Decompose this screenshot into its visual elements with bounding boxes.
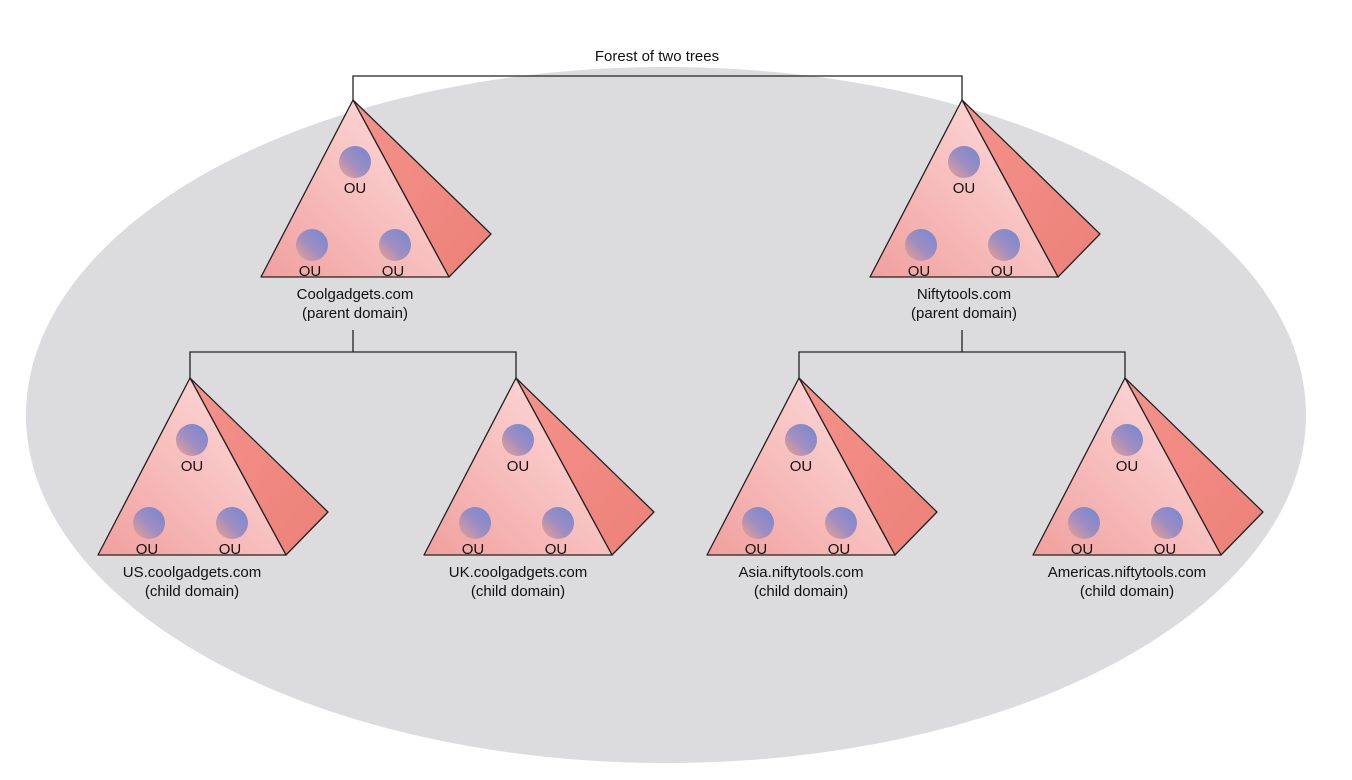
- ou-circle: [1111, 424, 1143, 456]
- domain-name: US.coolgadgets.com: [123, 564, 261, 581]
- ou-label: OU: [462, 541, 485, 558]
- ou-label: OU: [545, 541, 568, 558]
- domain-name: Coolgadgets.com: [297, 286, 414, 303]
- ou-label: OU: [745, 541, 768, 558]
- domain-name: Asia.niftytools.com: [738, 564, 863, 581]
- domain-role: (child domain): [471, 583, 565, 600]
- ou-label: OU: [181, 458, 204, 475]
- ou-label: OU: [219, 541, 242, 558]
- ou-label: OU: [1071, 541, 1094, 558]
- domain-role: (child domain): [1080, 583, 1174, 600]
- domain-role: (child domain): [754, 583, 848, 600]
- ou-circle: [825, 507, 857, 539]
- ou-circle: [542, 507, 574, 539]
- domain-name: UK.coolgadgets.com: [449, 564, 587, 581]
- ou-circle: [905, 229, 937, 261]
- ou-label: OU: [299, 263, 322, 280]
- ou-circle: [133, 507, 165, 539]
- ou-circle: [379, 229, 411, 261]
- ou-label: OU: [828, 541, 851, 558]
- ou-circle: [176, 424, 208, 456]
- ou-circle: [216, 507, 248, 539]
- ou-node: OU: [948, 146, 980, 197]
- ou-label: OU: [790, 458, 813, 475]
- ou-label: OU: [507, 458, 530, 475]
- domain-name: Americas.niftytools.com: [1048, 564, 1206, 581]
- ou-circle: [459, 507, 491, 539]
- ou-circle: [339, 146, 371, 178]
- domain-role: (parent domain): [911, 305, 1017, 322]
- ou-node: OU: [339, 146, 371, 197]
- domain-role: (parent domain): [302, 305, 408, 322]
- ou-label: OU: [953, 180, 976, 197]
- ou-label: OU: [908, 263, 931, 280]
- ou-node: OU: [785, 424, 817, 475]
- ou-circle: [785, 424, 817, 456]
- ou-circle: [296, 229, 328, 261]
- ou-label: OU: [382, 263, 405, 280]
- ou-label: OU: [1116, 458, 1139, 475]
- forest-title: Forest of two trees: [595, 48, 719, 65]
- ou-circle: [1151, 507, 1183, 539]
- domain-name: Niftytools.com: [917, 286, 1011, 303]
- domain-role: (child domain): [145, 583, 239, 600]
- ou-circle: [502, 424, 534, 456]
- ou-label: OU: [136, 541, 159, 558]
- ou-circle: [742, 507, 774, 539]
- ou-label: OU: [344, 180, 367, 197]
- ou-node: OU: [1111, 424, 1143, 475]
- ou-label: OU: [1154, 541, 1177, 558]
- ou-circle: [948, 146, 980, 178]
- ou-node: OU: [502, 424, 534, 475]
- ou-node: OU: [176, 424, 208, 475]
- ou-label: OU: [991, 263, 1014, 280]
- ou-circle: [988, 229, 1020, 261]
- ou-circle: [1068, 507, 1100, 539]
